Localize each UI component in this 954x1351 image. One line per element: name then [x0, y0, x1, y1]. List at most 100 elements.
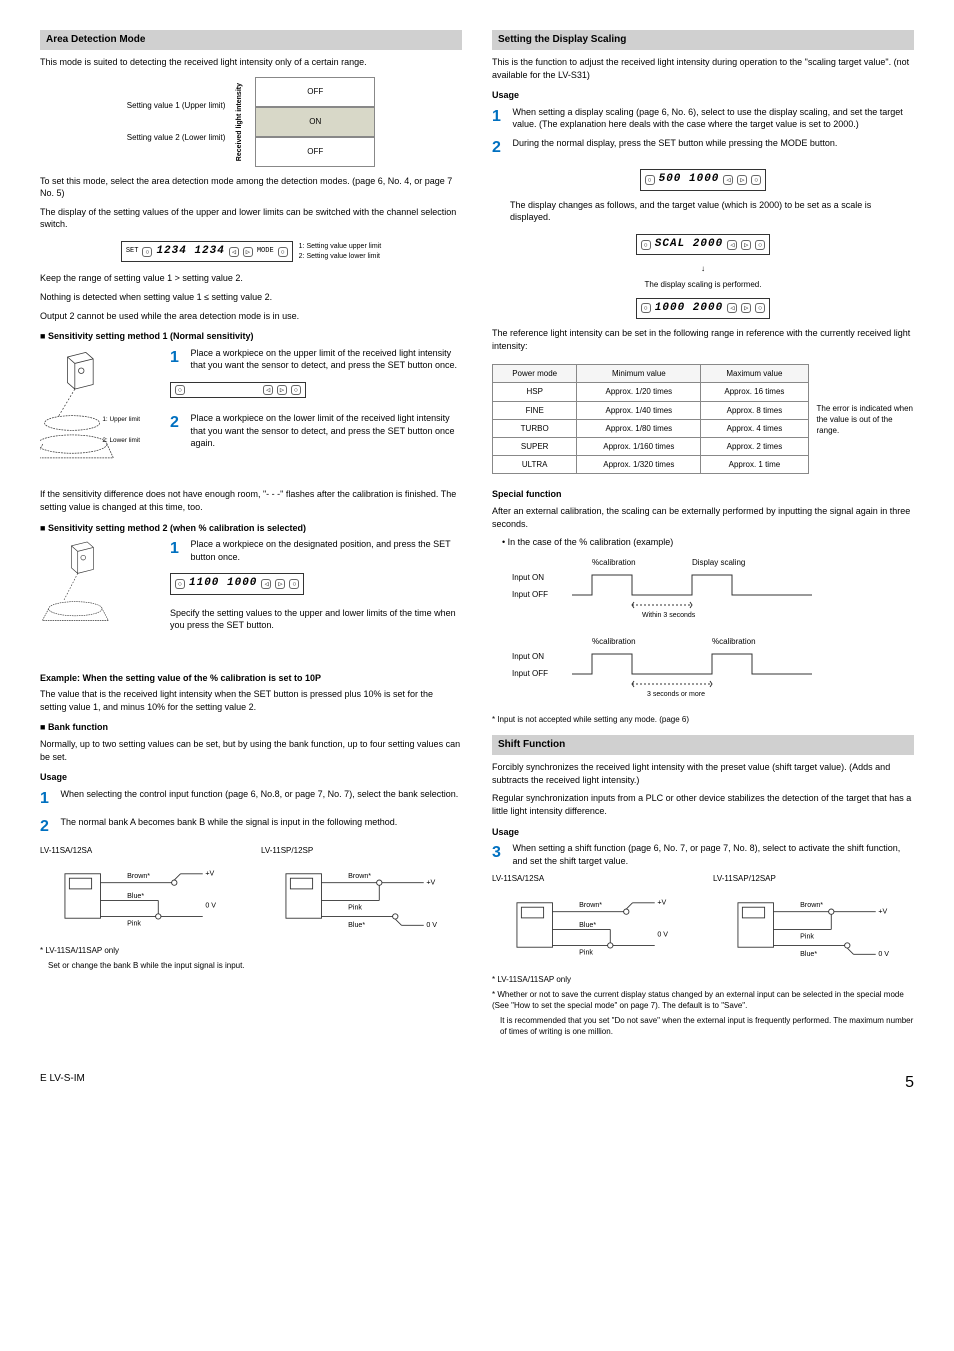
svg-text:Blue*: Blue*: [127, 892, 144, 900]
bank-step1-text: When selecting the control input functio…: [61, 788, 461, 801]
svg-text:%calibration: %calibration: [712, 637, 756, 646]
area-p2: The display of the setting values of the…: [40, 206, 462, 231]
page-number: 5: [905, 1072, 914, 1094]
svg-text:Pink: Pink: [348, 903, 362, 911]
scaling-table: Power modeMinimum valueMaximum value HSP…: [492, 364, 809, 474]
timing-diagram-1: %calibration Display scaling Input ON In…: [512, 555, 914, 629]
svg-text:Input OFF: Input OFF: [512, 669, 548, 678]
svg-text:0 V: 0 V: [878, 950, 889, 958]
timing-note: * Input is not accepted while setting an…: [492, 714, 914, 725]
table-row: ULTRAApprox. 1/320 timesApprox. 1 time: [493, 456, 809, 474]
svg-text:Blue*: Blue*: [800, 950, 817, 958]
scaling-table-note: The error is indicated when the value is…: [817, 403, 915, 437]
area-label-2: Setting value 2 (Lower limit): [127, 132, 226, 143]
svg-text:Brown*: Brown*: [800, 901, 823, 909]
bank-wire-right-label: LV-11SP/12SP: [261, 845, 462, 856]
table-row: SUPERApprox. 1/160 timesApprox. 2 times: [493, 438, 809, 456]
area-p3: Keep the range of setting value 1 > sett…: [40, 272, 462, 285]
bank-step1-num: 1: [40, 788, 54, 810]
svg-text:Pink: Pink: [579, 948, 593, 956]
shift-p2: Regular synchronization inputs from a PL…: [492, 792, 914, 817]
scaling-step2-num: 2: [492, 137, 506, 159]
area-box-on: ON: [255, 107, 375, 137]
sens1-header: Sensitivity setting method 1 (Normal sen…: [40, 330, 462, 343]
sens1-step2-text: Place a workpiece on the lower limit of …: [191, 412, 461, 450]
sens2-step1-num: 1: [170, 538, 184, 560]
shift-p1: Forcibly synchronizes the received light…: [492, 761, 914, 786]
upper-limit-label: 1: Upper limit: [102, 416, 140, 423]
table-header: Maximum value: [701, 365, 808, 383]
area-lcd-value: 1234 1234: [156, 244, 224, 259]
table-header: Minimum value: [577, 365, 701, 383]
sensor-iso-diagram-1: 1: Upper limit 2: Lower limit: [40, 347, 150, 477]
svg-text:+V: +V: [205, 869, 214, 877]
scaling-usage-label: Usage: [492, 89, 914, 102]
bank-intro: Normally, up to two setting values can b…: [40, 738, 462, 763]
timing-diagram-2: %calibration %calibration Input ON Input…: [512, 634, 914, 708]
scaling-ref: The reference light intensity can be set…: [492, 327, 914, 352]
svg-text:%calibration: %calibration: [592, 558, 636, 567]
svg-text:Input ON: Input ON: [512, 573, 544, 582]
table-row: FINEApprox. 1/40 timesApprox. 8 times: [493, 401, 809, 419]
svg-text:Within 3 seconds: Within 3 seconds: [642, 612, 696, 619]
svg-text:+V: +V: [426, 878, 435, 886]
area-lcd-annot1: 1: Setting value upper limit: [299, 242, 382, 252]
area-label-1: Setting value 1 (Upper limit): [127, 100, 226, 111]
svg-text:Input OFF: Input OFF: [512, 590, 548, 599]
svg-text:0 V: 0 V: [205, 901, 216, 909]
svg-text:Display scaling: Display scaling: [692, 558, 745, 567]
area-lcd-annot2: 2: Setting value lower limit: [299, 252, 382, 262]
sens2-spec: Specify the setting values to the upper …: [170, 607, 462, 632]
svg-text:0 V: 0 V: [426, 921, 437, 929]
svg-text:Blue*: Blue*: [579, 920, 596, 928]
area-box-off-1: OFF: [255, 77, 375, 107]
svg-text:Blue*: Blue*: [348, 921, 365, 929]
shift-foot3: It is recommended that you set "Do not s…: [492, 1015, 914, 1037]
area-detection-header: Area Detection Mode: [40, 30, 462, 50]
svg-text:+V: +V: [657, 898, 666, 906]
table-row: HSPApprox. 1/20 timesApprox. 16 times: [493, 383, 809, 401]
shift-step3-num: 3: [492, 842, 506, 864]
sens2-lcd-value: 1100 1000: [189, 576, 257, 591]
shift-foot1: * LV-11SA/11SAP only: [492, 974, 914, 985]
area-axis-label: Received light intensity: [235, 83, 245, 161]
shift-wire-right-label: LV-11SAP/12SAP: [713, 873, 914, 884]
scaling-lcd1: ○ 500 1000 ◁▷ ○: [640, 169, 767, 190]
svg-text:3 seconds or more: 3 seconds or more: [647, 691, 705, 698]
special-bullet: In the case of the % calibration (exampl…: [502, 536, 914, 549]
svg-text:%calibration: %calibration: [592, 637, 636, 646]
bank-header: Bank function: [40, 721, 462, 734]
shift-step3-text: When setting a shift function (page 6, N…: [513, 842, 913, 867]
bank-step2-text: The normal bank A becomes bank B while t…: [61, 816, 461, 829]
bank-wire-diagram: LV-11SA/12SA Brown*: [40, 845, 462, 939]
sens2-lcd: ○ 1100 1000 ◁▷ ○: [170, 573, 304, 594]
scaling-step2-text: During the normal display, press the SET…: [513, 137, 913, 150]
svg-text:Pink: Pink: [800, 932, 814, 940]
scaling-lcd2-value: SCAL 2000: [655, 237, 723, 252]
scaling-header: Setting the Display Scaling: [492, 30, 914, 50]
svg-text:+V: +V: [878, 907, 887, 915]
svg-text:0 V: 0 V: [657, 930, 668, 938]
shift-header: Shift Function: [492, 735, 914, 755]
scaling-step1-text: When setting a display scaling (page 6, …: [513, 106, 913, 131]
area-box-off-2: OFF: [255, 137, 375, 167]
bank-step2-num: 2: [40, 816, 54, 838]
area-p4: Nothing is detected when setting value 1…: [40, 291, 462, 304]
scaling-lcd2: ○ SCAL 2000 ◁▷ ○: [636, 234, 770, 255]
shift-usage-label: Usage: [492, 826, 914, 839]
area-p1: To set this mode, select the area detect…: [40, 175, 462, 200]
sens2-step1-text: Place a workpiece on the designated posi…: [191, 538, 461, 563]
shift-wire-diagram: LV-11SA/12SA Brown*: [492, 873, 914, 967]
footer-left: E LV-S-IM: [40, 1072, 85, 1094]
svg-text:Brown*: Brown*: [348, 872, 371, 880]
sens1-step1-num: 1: [170, 347, 184, 369]
sensor-iso-diagram-2: [40, 538, 150, 648]
bank-foot2: Set or change the bank B while the input…: [40, 960, 462, 971]
shift-foot2: * Whether or not to save the current dis…: [492, 989, 914, 1011]
svg-text:Pink: Pink: [127, 919, 141, 927]
area-chart: Setting value 1 (Upper limit) Setting va…: [40, 77, 462, 167]
scaling-performed: The display scaling is performed.: [492, 279, 914, 290]
lower-limit-label: 2: Lower limit: [102, 437, 140, 444]
scaling-lcd3: ○ 1000 2000 ◁▷ ○: [636, 298, 770, 319]
table-row: TURBOApprox. 1/80 timesApprox. 4 times: [493, 419, 809, 437]
